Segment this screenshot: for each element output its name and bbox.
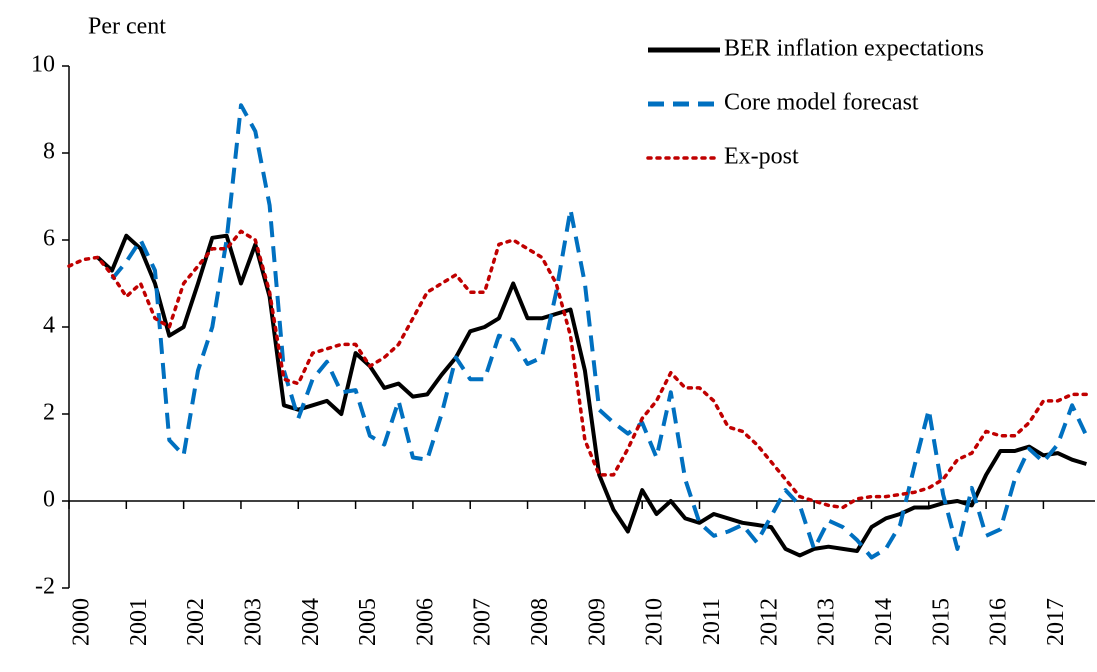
x-tick-label: 2017 [1043, 598, 1069, 646]
x-tick-label: 2005 [355, 598, 381, 646]
series-line [110, 103, 1089, 560]
x-tick-label: 2004 [298, 598, 324, 646]
x-tick-label: 2007 [470, 598, 496, 646]
x-tick-label: 2009 [584, 598, 610, 646]
x-tick-label: 2010 [642, 598, 668, 646]
y-tick-label: 4 [43, 313, 55, 339]
x-tick-label: 2002 [183, 598, 209, 646]
x-tick-label: 2014 [871, 598, 897, 646]
x-tick-label: 2012 [756, 598, 782, 646]
y-tick-label: 10 [31, 52, 55, 78]
x-tick-label: 2001 [126, 598, 152, 646]
x-tick-label: 2013 [814, 598, 840, 646]
y-tick-label: 0 [43, 487, 55, 513]
series-line [96, 233, 1087, 558]
y-axis-label: Per cent [88, 14, 166, 40]
x-tick-label: 2006 [412, 598, 438, 646]
legend-label: Core model forecast [724, 90, 919, 116]
legend-label: Ex-post [724, 144, 799, 170]
x-tick-label: 2011 [699, 598, 725, 645]
y-tick-label: -2 [35, 574, 55, 600]
legend-label: BER inflation expectations [724, 36, 984, 62]
y-tick-label: 6 [43, 226, 55, 252]
series-line [67, 229, 1089, 510]
x-tick-label: 2008 [527, 598, 553, 646]
x-tick-label: 2015 [928, 598, 954, 646]
y-tick-label: 2 [43, 400, 55, 426]
x-tick-label: 2003 [240, 598, 266, 646]
x-tick-label: 2000 [69, 598, 95, 646]
x-tick-label: 2016 [986, 598, 1012, 646]
y-tick-label: 8 [43, 139, 55, 165]
